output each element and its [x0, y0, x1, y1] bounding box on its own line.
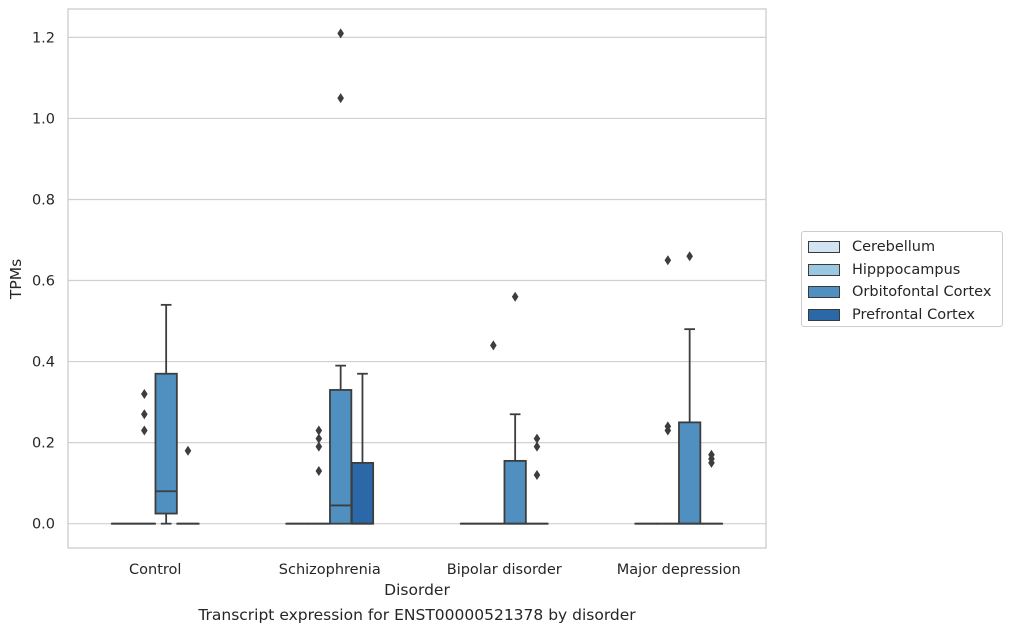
legend: Cerebellum Hipppocampus Orbitofontal Cor…	[801, 231, 1003, 327]
outlier-point	[315, 466, 323, 476]
box-group	[132, 389, 156, 525]
x-tick-label: Bipolar disorder	[447, 562, 562, 578]
outlier-point	[533, 470, 541, 481]
box	[154, 372, 178, 515]
x-axis-ticks: Control Schizophrenia Bipolar disorder Majo…	[129, 562, 741, 578]
x-tick-label: Control	[129, 562, 181, 578]
plot-frame	[67, 8, 767, 549]
box-group	[329, 28, 353, 525]
legend-item-orbitofrontal-cortex: Orbitofontal Cortex	[808, 281, 1002, 304]
box-group	[699, 449, 724, 525]
legend-label: Cerebellum	[852, 239, 936, 256]
legend-item-hippocampus: Hipppocampus	[808, 259, 1002, 282]
box	[329, 389, 353, 525]
box	[350, 461, 375, 525]
legend-swatch	[808, 263, 840, 276]
legend-label: Hipppocampus	[852, 261, 961, 278]
outlier-point	[664, 255, 672, 266]
y-tick-label: 0.0	[32, 517, 55, 533]
outlier-point	[141, 425, 148, 436]
outlier-point	[511, 291, 519, 302]
outlier-point	[708, 449, 715, 460]
plot-area	[68, 9, 766, 548]
box-group	[350, 372, 375, 525]
outlier-point	[686, 251, 693, 262]
x-axis-label: Disorder	[384, 581, 450, 599]
box-group	[176, 445, 200, 525]
outlier-point	[337, 93, 344, 104]
legend-swatch	[808, 241, 840, 254]
outlier-point	[184, 445, 192, 456]
outlier-point	[315, 441, 323, 452]
y-tick-label: 0.8	[32, 192, 55, 208]
x-tick-label: Major depression	[617, 562, 741, 578]
y-tick-label: 0.4	[32, 355, 55, 371]
outlier-point	[315, 425, 323, 436]
outlier-point	[490, 340, 497, 351]
legend-swatch	[808, 286, 840, 299]
box-group	[678, 251, 702, 525]
outlier-point	[533, 441, 541, 452]
box-group	[154, 303, 178, 525]
chart-caption: Transcript expression for ENST0000052137…	[198, 606, 636, 624]
outlier-point	[141, 389, 148, 399]
legend-item-cerebellum: Cerebellum	[808, 236, 1002, 259]
y-tick-label: 0.6	[32, 274, 55, 290]
box	[503, 459, 527, 525]
y-axis-label: TPMs	[7, 259, 25, 300]
y-tick-label: 1.2	[32, 30, 55, 46]
x-tick-label: Schizophrenia	[279, 562, 381, 578]
box-group	[525, 433, 549, 525]
y-tick-label: 1.0	[32, 111, 55, 127]
outlier-point	[533, 433, 541, 444]
outlier-point	[664, 425, 672, 436]
y-axis-ticks: 0.0 0.2 0.4 0.6 0.8 1.0 1.2	[32, 30, 55, 532]
outlier-point	[337, 28, 344, 39]
outlier-point	[141, 409, 148, 420]
box	[678, 421, 702, 525]
legend-swatch	[808, 308, 840, 321]
box-group	[503, 291, 527, 525]
box-series	[110, 28, 724, 525]
legend-label: Orbitofontal Cortex	[852, 284, 992, 301]
legend-label: Prefrontal Cortex	[852, 306, 975, 323]
legend-item-prefrontal-cortex: Prefrontal Cortex	[808, 304, 1002, 327]
y-tick-label: 0.2	[32, 436, 55, 452]
outlier-point	[315, 433, 323, 444]
